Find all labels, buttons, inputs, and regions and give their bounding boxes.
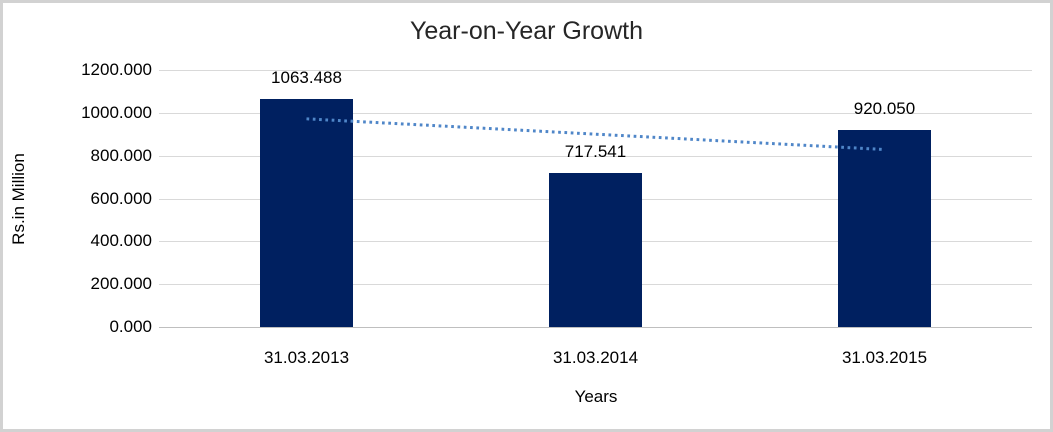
y-tick-label: 400.000: [90, 231, 152, 251]
chart-title: Year-on-Year Growth: [409, 17, 643, 45]
y-tick-label: 1200.000: [81, 60, 152, 79]
bar-data-label: 717.541: [564, 142, 627, 162]
bar: [549, 173, 642, 327]
y-tick-label: 600.000: [90, 188, 152, 208]
bar-data-label: 1063.488: [271, 68, 342, 88]
gridline: [159, 155, 1032, 157]
x-axis-line: [159, 327, 1032, 328]
bar: [838, 129, 931, 327]
bar: [260, 99, 353, 327]
y-tick-label: 1000.000: [81, 102, 152, 122]
gridline: [159, 70, 1032, 71]
x-tick-label: 31.03.2013: [263, 348, 350, 367]
y-tick-label: 800.000: [90, 145, 152, 165]
y-tick-label: 0.000: [109, 317, 152, 336]
bar-data-label: 920.050: [853, 98, 916, 118]
y-tick-label: 200.000: [90, 274, 152, 294]
gridline: [159, 112, 1032, 114]
x-tick-label: 31.03.2014: [552, 348, 639, 367]
plot-area: [159, 70, 1032, 328]
x-axis-title: Years: [574, 387, 618, 406]
trendline-path: [306, 117, 885, 152]
trendline: [306, 117, 885, 152]
x-tick-label: 31.03.2015: [841, 348, 928, 367]
